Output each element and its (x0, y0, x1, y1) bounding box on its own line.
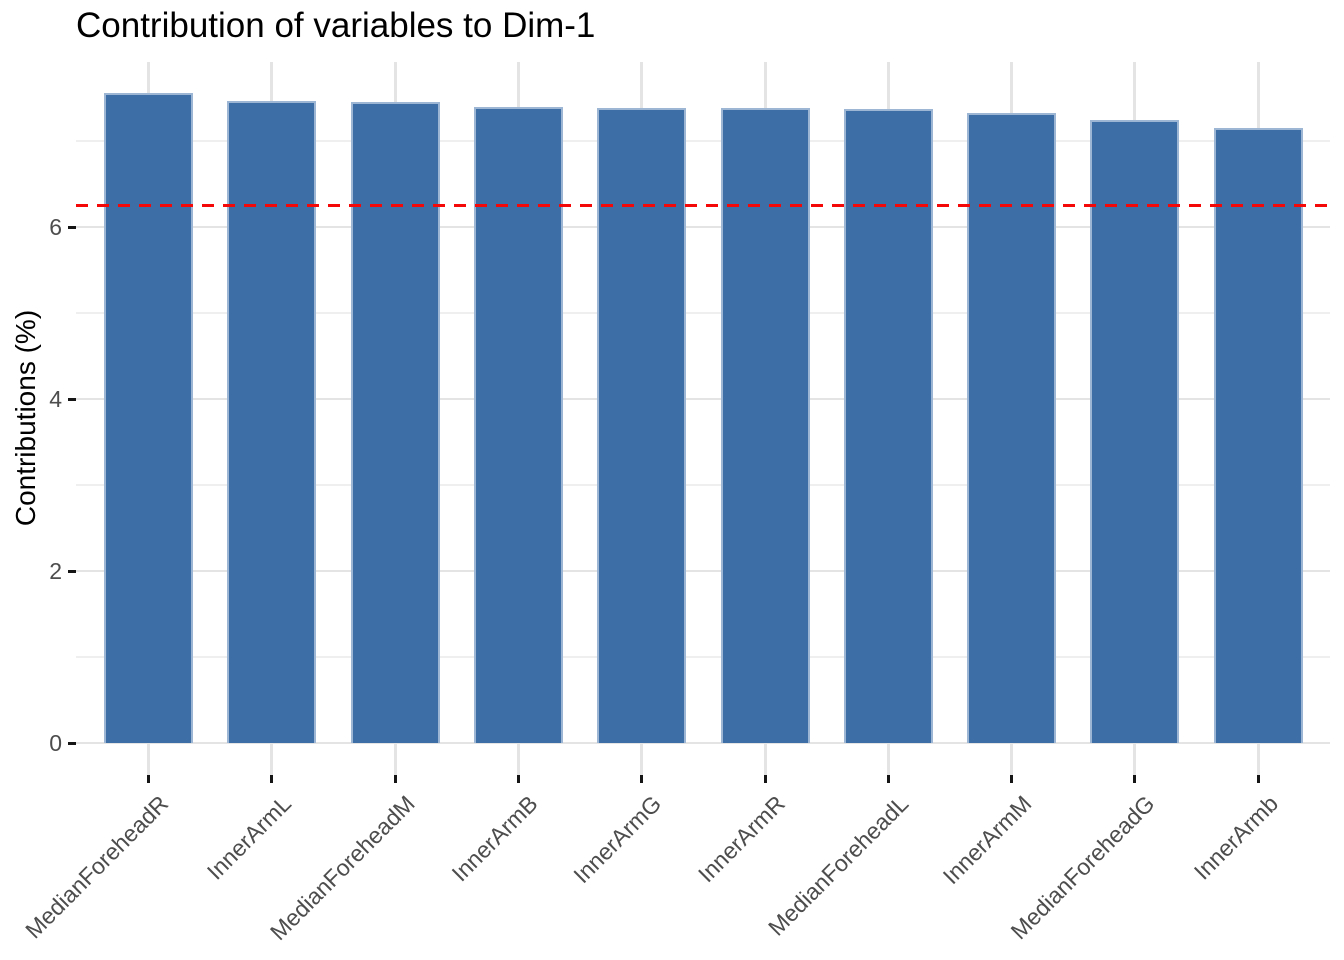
x-tick (763, 775, 767, 783)
x-tick (640, 775, 644, 783)
h-gridline-minor (76, 656, 1330, 658)
bar (1090, 120, 1180, 743)
y-tick (68, 741, 76, 745)
x-tick (393, 775, 397, 783)
x-tick (1010, 775, 1014, 783)
reference-line (76, 204, 1332, 207)
bar (1213, 128, 1303, 743)
x-category-label: MedianForeheadR (20, 790, 174, 944)
x-category-label: InnerArmG (568, 790, 667, 889)
chart-title: Contribution of variables to Dim-1 (76, 6, 596, 45)
x-tick (516, 775, 520, 783)
bar (720, 108, 810, 743)
h-gridline-major (76, 398, 1330, 400)
h-gridline-minor (76, 484, 1330, 486)
bar (843, 109, 933, 743)
y-tick-label: 0 (49, 730, 62, 756)
y-tick-label: 6 (49, 214, 62, 240)
x-tick (1133, 775, 1137, 783)
bar (473, 107, 563, 743)
bar (104, 92, 193, 743)
x-category-label: InnerArmM (937, 790, 1037, 890)
y-tick (68, 397, 76, 401)
x-category-label: MedianForeheadL (762, 790, 913, 941)
x-category-label: InnerArmb (1188, 790, 1283, 885)
x-category-label: InnerArmR (692, 790, 790, 888)
h-gridline-major (76, 570, 1330, 572)
y-tick-label: 2 (49, 558, 62, 584)
bar (227, 101, 317, 743)
y-tick (68, 225, 76, 229)
x-category-label: InnerArmB (446, 790, 544, 887)
h-gridline-minor (76, 312, 1330, 314)
x-tick (270, 775, 274, 783)
x-category-label: InnerArmL (202, 790, 297, 885)
y-axis-title: Contributions (%) (10, 309, 41, 527)
x-tick (1256, 775, 1260, 783)
x-tick (147, 775, 150, 783)
bar (597, 108, 687, 743)
x-tick (886, 775, 890, 783)
h-gridline-major (76, 742, 1330, 744)
bar (350, 102, 440, 743)
y-tick (68, 569, 76, 573)
bar (967, 112, 1057, 743)
y-tick-label: 4 (49, 386, 62, 412)
h-gridline-major (76, 226, 1330, 228)
h-gridline-minor (76, 140, 1330, 142)
